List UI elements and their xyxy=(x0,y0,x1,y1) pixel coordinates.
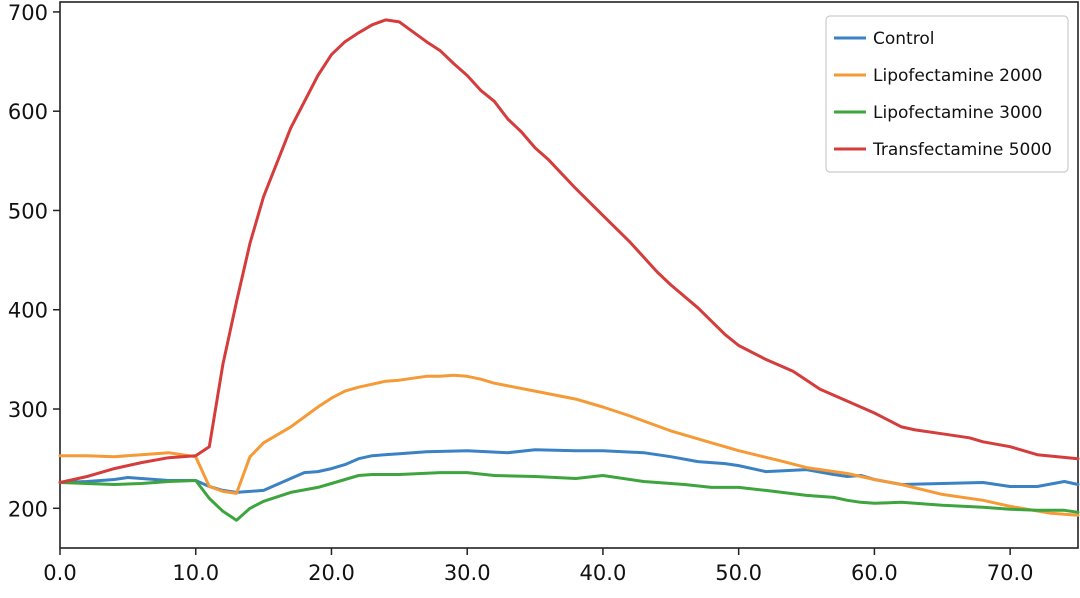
x-tick-label: 40.0 xyxy=(580,561,627,585)
y-tick-label: 200 xyxy=(8,497,48,521)
legend-label-1: Control xyxy=(873,29,934,49)
series-line-4 xyxy=(58,18,1080,484)
legend-box xyxy=(825,15,1069,173)
y-tick-label: 500 xyxy=(8,199,48,223)
series-line-3 xyxy=(58,471,1080,522)
x-tick-label: 20.0 xyxy=(308,561,355,585)
x-tick-label: 0.0 xyxy=(43,561,76,585)
legend: Control Lipofectamine 2000 Lipofectamine 3… xyxy=(825,15,1069,173)
legend-label-2: Lipofectamine 2000 xyxy=(873,66,1042,86)
x-tick-label: 10.0 xyxy=(172,561,219,585)
y-tick-label: 300 xyxy=(8,398,48,422)
legend-label-3: Lipofectamine 3000 xyxy=(873,103,1042,123)
legend-label-4: Transfectamine 5000 xyxy=(872,140,1052,160)
x-tick-label: 50.0 xyxy=(715,561,762,585)
x-tick-label: 70.0 xyxy=(987,561,1034,585)
y-tick-label: 700 xyxy=(8,1,48,25)
y-tick-label: 400 xyxy=(8,299,48,323)
series-layer xyxy=(58,18,1080,522)
y-axis: 200 300 400 500 600 700 xyxy=(8,1,60,521)
x-axis: 0.0 10.0 20.0 30.0 40.0 50.0 60.0 70.0 xyxy=(43,548,1034,585)
y-tick-label: 600 xyxy=(8,100,48,124)
x-tick-label: 30.0 xyxy=(444,561,491,585)
series-line-2 xyxy=(58,373,1080,517)
x-tick-label: 60.0 xyxy=(851,561,898,585)
